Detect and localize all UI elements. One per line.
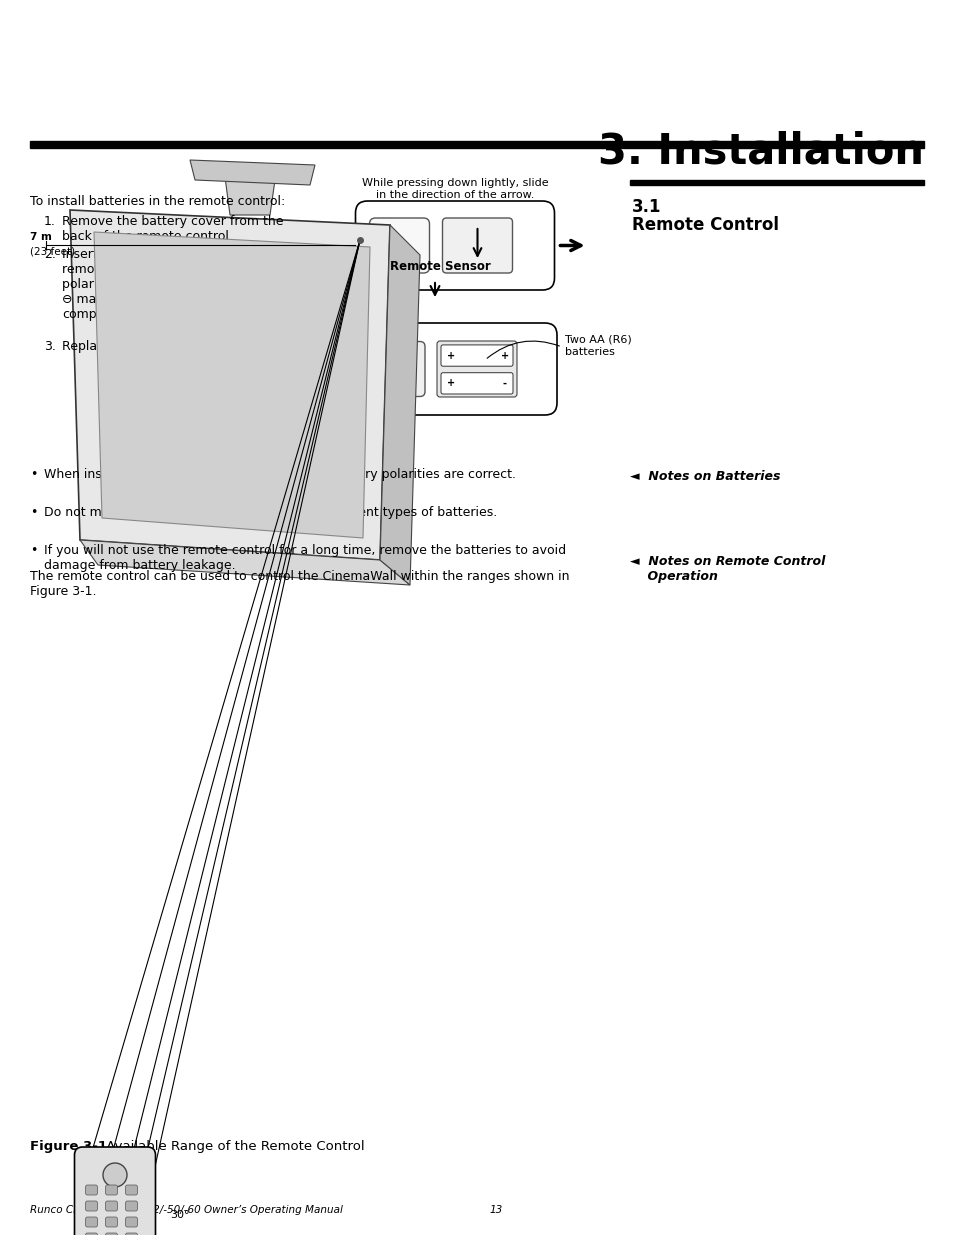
Text: +: + (500, 351, 509, 361)
Text: Runco CinemaWall SP-42/-50/-60 Owner’s Operating Manual: Runco CinemaWall SP-42/-50/-60 Owner’s O… (30, 1205, 342, 1215)
FancyBboxPatch shape (442, 219, 512, 273)
Text: While pressing down lightly, slide
in the direction of the arrow.: While pressing down lightly, slide in th… (361, 178, 548, 200)
Text: •: • (30, 543, 37, 557)
Text: •: • (30, 468, 37, 480)
Polygon shape (225, 177, 274, 215)
Text: Remote Sensor: Remote Sensor (390, 261, 490, 273)
FancyBboxPatch shape (440, 345, 513, 367)
Bar (30, 141, 923, 148)
Polygon shape (190, 161, 314, 185)
Text: -: - (502, 378, 506, 388)
Text: If you will not use the remote control for a long time, remove the batteries to : If you will not use the remote control f… (44, 543, 565, 572)
Text: 3. Installation: 3. Installation (598, 130, 923, 172)
Text: 3.1: 3.1 (631, 198, 660, 216)
Text: +: + (446, 351, 455, 361)
Text: Replace the battery cover.: Replace the battery cover. (62, 340, 228, 353)
Text: ◄  Notes on Batteries: ◄ Notes on Batteries (629, 471, 780, 483)
FancyBboxPatch shape (440, 373, 513, 394)
FancyBboxPatch shape (86, 1186, 97, 1195)
Text: Figure 3-1.: Figure 3-1. (30, 1140, 112, 1153)
Circle shape (103, 1163, 127, 1187)
Text: +: + (446, 378, 455, 388)
Text: 1.: 1. (44, 215, 56, 228)
Text: 3.: 3. (44, 340, 56, 353)
Text: Two AA (R6)
batteries: Two AA (R6) batteries (564, 335, 631, 357)
FancyBboxPatch shape (106, 1233, 117, 1235)
FancyBboxPatch shape (86, 1200, 97, 1212)
Polygon shape (379, 225, 419, 585)
FancyBboxPatch shape (74, 1147, 155, 1235)
Text: Insert the batteries included with the
remote control. Ensure that the
polaritie: Insert the batteries included with the r… (62, 248, 294, 321)
FancyBboxPatch shape (353, 324, 557, 415)
Text: 2.: 2. (44, 248, 56, 261)
Polygon shape (80, 540, 410, 585)
FancyBboxPatch shape (126, 1233, 137, 1235)
FancyBboxPatch shape (355, 201, 554, 290)
Text: 7 m: 7 m (30, 232, 51, 242)
FancyBboxPatch shape (106, 1200, 117, 1212)
FancyBboxPatch shape (126, 1216, 137, 1228)
Text: (23 feet): (23 feet) (30, 247, 75, 257)
Text: Remove the battery cover from the
back of the remote control.: Remove the battery cover from the back o… (62, 215, 283, 243)
Text: Do not mix an old battery with a new one or different types of batteries.: Do not mix an old battery with a new one… (44, 506, 497, 519)
Text: •: • (30, 506, 37, 519)
FancyBboxPatch shape (369, 219, 429, 273)
Bar (629, 180, 923, 185)
FancyBboxPatch shape (365, 342, 424, 396)
Text: 13: 13 (490, 1205, 503, 1215)
Text: ◄  Notes on Remote Control
    Operation: ◄ Notes on Remote Control Operation (629, 555, 824, 583)
FancyBboxPatch shape (106, 1216, 117, 1228)
Text: Available Range of the Remote Control: Available Range of the Remote Control (102, 1140, 364, 1153)
FancyBboxPatch shape (106, 1186, 117, 1195)
Polygon shape (70, 210, 390, 559)
FancyBboxPatch shape (86, 1216, 97, 1228)
Text: When installing batteries, make sure that the battery polarities are correct.: When installing batteries, make sure tha… (44, 468, 516, 480)
Polygon shape (94, 232, 370, 538)
FancyBboxPatch shape (436, 341, 517, 396)
FancyBboxPatch shape (126, 1200, 137, 1212)
Text: Remote Control: Remote Control (631, 216, 779, 233)
FancyBboxPatch shape (126, 1186, 137, 1195)
Text: To install batteries in the remote control:: To install batteries in the remote contr… (30, 195, 285, 207)
Text: The remote control can be used to control the CinemaWall within the ranges shown: The remote control can be used to contro… (30, 571, 569, 598)
FancyBboxPatch shape (86, 1233, 97, 1235)
Text: 30°: 30° (170, 1210, 190, 1220)
